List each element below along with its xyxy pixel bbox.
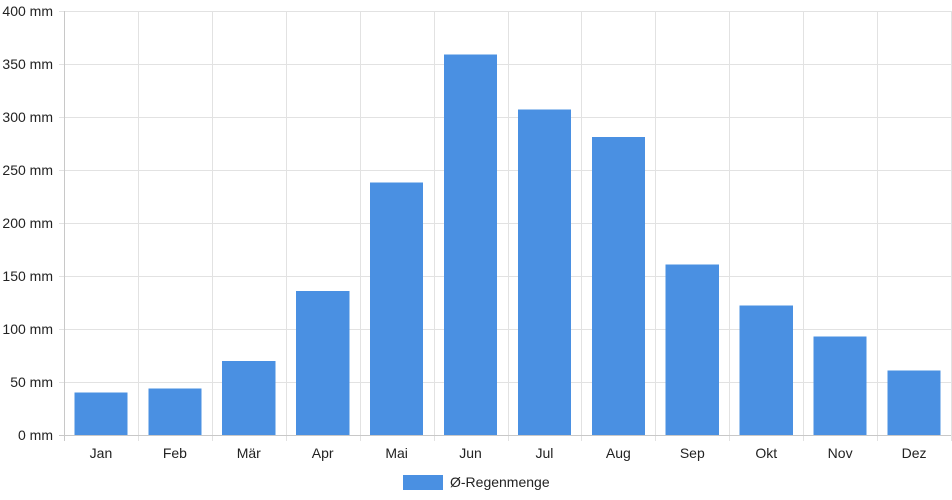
y-tick-label: 250 mm (2, 162, 53, 178)
x-tick-label: Feb (163, 445, 187, 461)
bar-Mai[interactable] (370, 182, 424, 435)
axes (59, 11, 951, 441)
x-tick-label: Sep (680, 445, 705, 461)
bar-Okt[interactable] (739, 305, 793, 435)
bar-Sep[interactable] (665, 264, 719, 435)
bar-Dez[interactable] (887, 370, 941, 435)
bar-Jul[interactable] (517, 109, 572, 435)
y-tick-label: 400 mm (2, 3, 53, 19)
y-tick-label: 100 mm (2, 321, 53, 337)
x-tick-label: Okt (755, 445, 777, 461)
x-tick-label: Aug (606, 445, 631, 461)
y-tick-label: 0 mm (18, 427, 53, 443)
bar-Feb[interactable] (148, 388, 202, 435)
x-tick-label: Dez (902, 445, 927, 461)
x-tick-label: Apr (312, 445, 334, 461)
bar-Aug[interactable] (591, 137, 645, 435)
bar-Jan[interactable] (74, 392, 128, 435)
grid-lines (59, 11, 952, 441)
bars (74, 54, 941, 436)
legend-label: Ø-Regenmenge (450, 474, 550, 490)
x-tick-label: Jan (90, 445, 113, 461)
x-tick-label: Mai (385, 445, 408, 461)
y-tick-label: 300 mm (2, 109, 53, 125)
legend-swatch (403, 475, 443, 490)
y-tick-label: 50 mm (10, 374, 53, 390)
y-tick-label: 150 mm (2, 268, 53, 284)
x-tick-label: Mär (237, 445, 261, 461)
bar-Mär[interactable] (222, 360, 276, 435)
bar-Apr[interactable] (296, 290, 350, 435)
bar-Jun[interactable] (443, 54, 498, 436)
x-tick-label: Nov (828, 445, 853, 461)
legend[interactable]: Ø-Regenmenge (403, 474, 550, 490)
x-tick-label: Jul (536, 445, 554, 461)
y-tick-label: 350 mm (2, 56, 53, 72)
y-tick-label: 200 mm (2, 215, 53, 231)
bar-Nov[interactable] (813, 336, 867, 435)
tick-labels: 0 mm 50 mm 100 mm 150 mm 200 mm 250 mm 300 mm 3… (2, 3, 926, 461)
x-tick-label: Jun (459, 445, 482, 461)
